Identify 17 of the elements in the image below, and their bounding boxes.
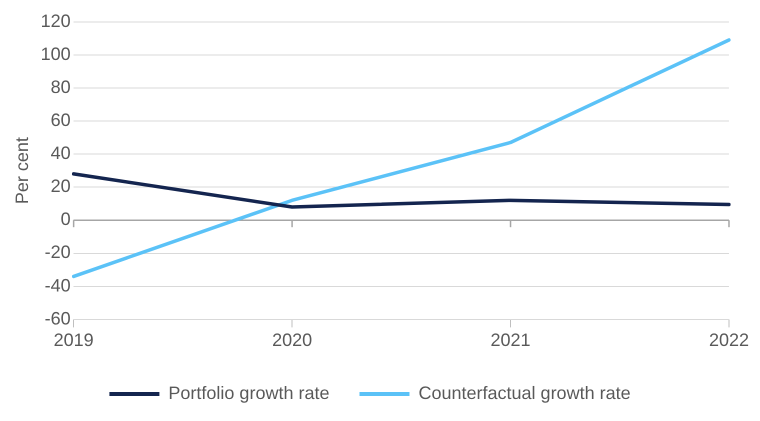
y-tick-label: 20 xyxy=(50,176,71,196)
y-tick-label: 0 xyxy=(60,209,71,230)
x-tick-label: 2022 xyxy=(708,330,749,350)
legend-label: Counterfactual growth rate xyxy=(418,382,631,403)
y-tick-label: -60 xyxy=(44,308,71,328)
y-tick-label: -40 xyxy=(44,275,71,296)
x-tick-label: 2019 xyxy=(54,330,94,350)
y-tick-label: -20 xyxy=(44,242,71,262)
x-tick-label: 2020 xyxy=(272,330,312,350)
x-tick-label: 2021 xyxy=(490,330,531,350)
y-tick-label: 60 xyxy=(50,110,71,130)
y-tick-label: 120 xyxy=(40,10,71,31)
y-axis-title: Per cent xyxy=(12,137,32,204)
y-tick-label: 80 xyxy=(50,76,71,97)
y-tick-label: 40 xyxy=(50,143,71,164)
legend-label: Portfolio growth rate xyxy=(168,382,330,403)
y-tick-label: 100 xyxy=(40,44,71,64)
